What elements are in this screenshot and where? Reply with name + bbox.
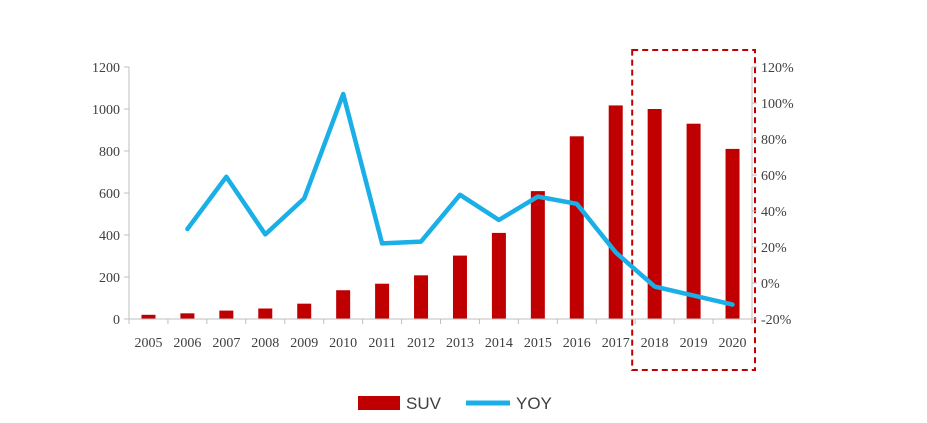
legend-label-yoy: YOY [516, 394, 552, 413]
y-left-tick-label: 1000 [92, 103, 120, 118]
x-tick-label-2010: 2010 [329, 336, 357, 351]
bar-suv-2020 [725, 148, 740, 319]
bar-suv-2015 [530, 191, 545, 319]
x-tick-label-2017: 2017 [602, 336, 630, 351]
bar-suv-2007 [219, 310, 234, 319]
legend-label-suv: SUV [406, 394, 442, 413]
yoy-line [185, 91, 735, 307]
x-tick-label-2020: 2020 [719, 336, 747, 351]
y-left-tick-label: 0 [113, 313, 120, 328]
x-tick-label-2012: 2012 [407, 336, 435, 351]
x-tick-label-2008: 2008 [251, 336, 279, 351]
x-tick-label-2013: 2013 [446, 336, 474, 351]
y-left-tick-label: 400 [99, 229, 120, 244]
bar-suv-2005 [141, 314, 156, 319]
y-right-tick-label: 60% [761, 169, 787, 184]
bar-suv-2010 [336, 290, 351, 319]
x-tick-label-2019: 2019 [680, 336, 708, 351]
x-tick-labels: 2005 2006 2007 2008 2009 2010 2011 2012 2013 2014… [134, 336, 746, 351]
y-left-tick-label: 200 [99, 271, 120, 286]
x-tick-label-2014: 2014 [485, 336, 513, 351]
y-left-tick-labels: 0 200 400 600 800 1000 1200 [92, 61, 120, 328]
x-tick-label-2006: 2006 [173, 336, 201, 351]
y-right-tick-label: 40% [761, 205, 787, 220]
axes [124, 66, 757, 324]
bar-suv-2013 [452, 255, 467, 319]
bar-suv-2018 [647, 109, 662, 319]
y-left-tick-label: 1200 [92, 61, 120, 76]
x-tick-label-2018: 2018 [641, 336, 669, 351]
bar-suv-2017 [608, 105, 623, 320]
y-right-tick-label: 120% [761, 61, 794, 76]
bar-suv-2008 [258, 308, 273, 319]
x-tick-label-2016: 2016 [563, 336, 591, 351]
highlight-box [631, 49, 756, 371]
x-tick-label-2009: 2009 [290, 336, 318, 351]
bar-suv-2012 [414, 275, 429, 319]
y-right-tick-labels: -20% 0% 20% 40% 60% 80% 100% 120% [761, 61, 794, 328]
y-left-tick-label: 600 [99, 187, 120, 202]
x-tick-label-2007: 2007 [212, 336, 240, 351]
bar-suv-2006 [180, 313, 195, 319]
bar-suv-2016 [569, 136, 584, 319]
x-tick-label-2015: 2015 [524, 336, 552, 351]
y-right-tick-label: 80% [761, 133, 787, 148]
y-right-tick-label: 100% [761, 97, 794, 112]
y-right-tick-label: 20% [761, 241, 787, 256]
legend-swatch-suv [358, 396, 400, 410]
yoy-line-layer [185, 91, 735, 307]
bar-suv-2009 [297, 303, 312, 319]
bar-suv-2019 [686, 123, 701, 319]
legend: SUV YOY [358, 394, 552, 413]
x-tick-label-2011: 2011 [368, 336, 395, 351]
y-right-tick-label: -20% [761, 313, 792, 328]
x-tick-label-2005: 2005 [134, 336, 162, 351]
bar-suv-2014 [491, 232, 506, 319]
y-right-tick-label: 0% [761, 277, 780, 292]
bar-suv-2011 [375, 283, 390, 319]
bars [141, 105, 740, 320]
y-left-tick-label: 800 [99, 145, 120, 160]
